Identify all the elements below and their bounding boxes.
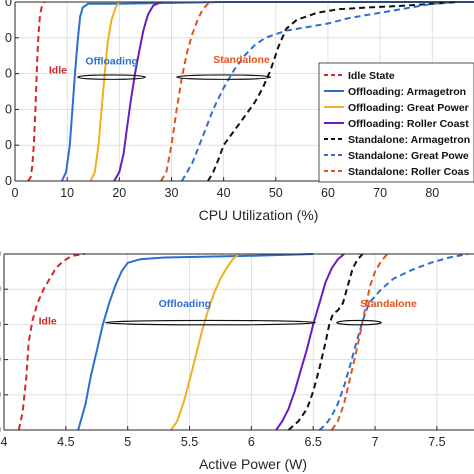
y-tick-label: 0 bbox=[0, 353, 1, 367]
series-line-2 bbox=[77, 253, 314, 431]
annotation-1: Idle bbox=[49, 65, 67, 77]
series-line-4 bbox=[113, 1, 162, 182]
y-tick-label: 0 bbox=[0, 282, 1, 296]
y-tick-label: 0 bbox=[5, 67, 12, 81]
x-tick-label: 40 bbox=[217, 186, 231, 200]
legend-entry: Standalone: Great Powe bbox=[348, 150, 469, 162]
annotation-2: Offloading bbox=[85, 56, 137, 68]
series-line-4 bbox=[275, 253, 345, 431]
x-tick-label: 70 bbox=[373, 186, 387, 200]
annotation-3: Standalone bbox=[360, 298, 417, 310]
x-tick-label: 5.5 bbox=[181, 435, 198, 449]
series-line-3 bbox=[89, 1, 121, 182]
legend-entry: Offloading: Armagetron bbox=[348, 86, 466, 98]
legend-entry: Standalone: Roller Coas bbox=[348, 166, 470, 178]
legend-entry: Offloading: Roller Coast bbox=[348, 118, 469, 130]
x-tick-label: 7.5 bbox=[428, 435, 445, 449]
series-line-6 bbox=[318, 253, 468, 431]
x-tick-label: 60 bbox=[321, 186, 335, 200]
series-line-1 bbox=[27, 1, 46, 182]
series-group bbox=[27, 1, 474, 182]
x-tick-label: 30 bbox=[165, 186, 179, 200]
y-tick-label: 0 bbox=[5, 138, 12, 152]
x-tick-label: 4 bbox=[1, 435, 8, 449]
y-tick-label: 0 bbox=[5, 0, 12, 9]
y-tick-label: 0 bbox=[5, 31, 12, 45]
series-line-1 bbox=[17, 253, 85, 431]
legend-entry: Idle State bbox=[348, 70, 395, 82]
series-group bbox=[17, 253, 468, 431]
bracket-2 bbox=[176, 74, 272, 80]
annotation-3: Standalone bbox=[213, 54, 270, 66]
x-axis-label: Active Power (W) bbox=[199, 456, 307, 472]
x-tick-label: 80 bbox=[425, 186, 439, 200]
x-axis-label: CPU Utilization (%) bbox=[199, 207, 319, 223]
series-line-6 bbox=[181, 1, 454, 182]
legend-box bbox=[318, 62, 474, 183]
series-line-2 bbox=[60, 1, 474, 182]
legend-entry: Offloading: Great Power bbox=[348, 102, 469, 114]
y-tick-label: 0 bbox=[5, 174, 12, 188]
series-line-7 bbox=[330, 253, 389, 431]
bracket-1 bbox=[77, 74, 146, 80]
x-tick-label: 6 bbox=[248, 435, 255, 449]
x-tick-label: 4.5 bbox=[57, 435, 74, 449]
y-tick-label: 0 bbox=[0, 317, 1, 331]
y-tick-label: 0 bbox=[0, 423, 1, 437]
legend: Idle State Offloading: Armagetron Offloadi… bbox=[318, 62, 474, 183]
y-tick-label: 0 bbox=[5, 102, 12, 116]
x-tick-label: 20 bbox=[112, 186, 126, 200]
annotation-1: Idle bbox=[39, 315, 57, 327]
x-tick-label: 6.5 bbox=[305, 435, 322, 449]
y-tick-label: 0 bbox=[0, 247, 1, 261]
chart-2: Idle Offloading Standalone 4 4.5 5 5.5 6 6.5 7 7.5… bbox=[0, 247, 474, 472]
grid bbox=[3, 253, 474, 431]
series-line-5 bbox=[207, 1, 459, 182]
x-tick-label: 0 bbox=[12, 186, 19, 200]
x-tick-label: 50 bbox=[269, 186, 283, 200]
series-line-5 bbox=[287, 253, 364, 431]
x-tick-label: 7 bbox=[372, 435, 379, 449]
chart-1: Idle Offloading Standalone 0 10 20 30 40 50 60 70 8… bbox=[5, 0, 474, 223]
bracket-2 bbox=[336, 319, 382, 326]
legend-entry: Standalone: Armagetron bbox=[348, 134, 470, 146]
bracket-1 bbox=[104, 319, 317, 326]
x-tick-label: 10 bbox=[60, 186, 74, 200]
annotation-2: Offloading bbox=[159, 298, 212, 310]
series-line-7 bbox=[160, 1, 214, 182]
y-tick-label: 0 bbox=[0, 388, 1, 402]
x-tick-label: 5 bbox=[124, 435, 131, 449]
series-line-3 bbox=[170, 253, 240, 431]
